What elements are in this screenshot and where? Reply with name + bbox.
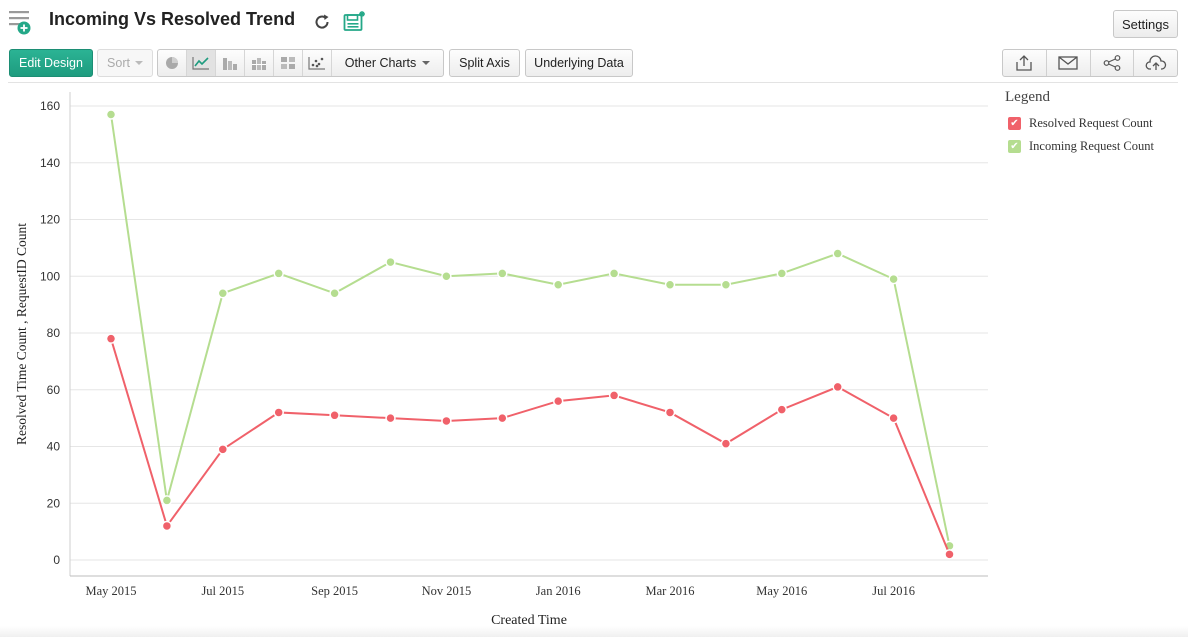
settings-button[interactable]: Settings bbox=[1113, 10, 1178, 38]
bottom-fade bbox=[0, 626, 1188, 637]
other-charts-dropdown[interactable]: Other Charts bbox=[332, 50, 443, 76]
legend-item-label: Incoming Request Count bbox=[1029, 139, 1154, 153]
chart-legend: Legend ✔ Resolved Request Count ✔ Incomi… bbox=[1005, 89, 1154, 158]
legend-title: Legend bbox=[1005, 89, 1050, 105]
data-point[interactable] bbox=[217, 444, 229, 455]
underlying-data-button[interactable]: Underlying Data bbox=[525, 49, 633, 77]
menu-add-icon[interactable] bbox=[8, 8, 34, 36]
check-icon[interactable]: ✔ bbox=[1008, 117, 1021, 130]
y-tick-label: 60 bbox=[47, 383, 61, 397]
data-point[interactable] bbox=[720, 438, 732, 449]
legend-item-incoming[interactable]: ✔ Incoming Request Count bbox=[1005, 135, 1154, 158]
data-point[interactable] bbox=[441, 271, 452, 282]
grouped-chart-icon[interactable] bbox=[274, 50, 303, 76]
other-charts-label: Other Charts bbox=[344, 56, 417, 70]
data-point[interactable] bbox=[608, 268, 620, 279]
save-view-icon[interactable] bbox=[343, 10, 367, 32]
data-point[interactable] bbox=[552, 395, 564, 407]
data-point[interactable] bbox=[385, 412, 396, 424]
chart-axes bbox=[69, 92, 988, 577]
split-axis-button[interactable]: Split Axis bbox=[449, 49, 520, 77]
email-icon[interactable] bbox=[1047, 50, 1091, 76]
y-tick-label: 0 bbox=[53, 553, 60, 567]
x-tick-label: Jan 2016 bbox=[536, 584, 581, 598]
data-point[interactable] bbox=[217, 288, 229, 299]
y-tick-label: 20 bbox=[47, 496, 61, 510]
chevron-down-icon bbox=[134, 61, 143, 65]
legend-item-resolved[interactable]: ✔ Resolved Request Count bbox=[1005, 112, 1154, 135]
legend-item-label: Resolved Request Count bbox=[1029, 116, 1153, 130]
cloud-upload-icon[interactable] bbox=[1134, 50, 1177, 76]
data-point[interactable] bbox=[273, 407, 284, 418]
y-tick-label: 100 bbox=[40, 269, 60, 283]
data-point[interactable] bbox=[664, 279, 676, 291]
edit-design-button[interactable]: Edit Design bbox=[9, 49, 93, 77]
x-axis-label: Created Time bbox=[491, 613, 567, 628]
line-chart: 0 20 40 60 80 100 120 140 160 May 2015 Jul 2015 Se… bbox=[14, 92, 988, 628]
data-point[interactable] bbox=[832, 381, 843, 393]
y-tick-label: 40 bbox=[47, 440, 61, 454]
data-point[interactable] bbox=[105, 109, 117, 120]
data-point[interactable] bbox=[497, 268, 508, 279]
data-point[interactable] bbox=[720, 279, 732, 291]
data-point[interactable] bbox=[664, 407, 676, 418]
data-point[interactable] bbox=[888, 412, 899, 424]
x-tick-label: Jul 2016 bbox=[872, 584, 915, 598]
check-icon[interactable]: ✔ bbox=[1008, 140, 1021, 153]
data-point[interactable] bbox=[552, 279, 564, 291]
y-tick-label: 160 bbox=[40, 99, 60, 113]
data-point[interactable] bbox=[161, 520, 173, 532]
data-point[interactable] bbox=[497, 412, 508, 424]
data-point[interactable] bbox=[608, 390, 620, 401]
y-tick-label: 80 bbox=[47, 326, 61, 340]
x-tick-label: Mar 2016 bbox=[646, 584, 695, 598]
y-axis-ticks: 0 20 40 60 80 100 120 140 160 bbox=[40, 99, 60, 567]
bar-chart-icon[interactable] bbox=[216, 50, 245, 76]
data-point[interactable] bbox=[776, 404, 788, 415]
x-tick-label: May 2015 bbox=[85, 584, 136, 598]
data-point[interactable] bbox=[329, 410, 340, 421]
sort-label: Sort bbox=[107, 56, 130, 70]
refresh-icon[interactable] bbox=[312, 12, 332, 32]
data-point[interactable] bbox=[832, 248, 843, 259]
data-point[interactable] bbox=[105, 333, 117, 344]
chart-toolbar: Edit Design Sort Other Charts Split Axis… bbox=[0, 48, 1188, 80]
data-point[interactable] bbox=[161, 495, 173, 506]
chart-gridlines bbox=[70, 105, 988, 561]
y-tick-label: 120 bbox=[40, 213, 60, 227]
series-line bbox=[110, 338, 951, 555]
chart-type-switcher: Other Charts bbox=[157, 49, 444, 77]
data-point[interactable] bbox=[776, 268, 788, 279]
scatter-chart-icon[interactable] bbox=[303, 50, 332, 76]
y-tick-label: 140 bbox=[40, 156, 60, 170]
x-tick-label: May 2016 bbox=[756, 584, 807, 598]
chart-series bbox=[105, 109, 955, 560]
sort-button[interactable]: Sort bbox=[97, 49, 153, 77]
toolbar-divider bbox=[8, 82, 1178, 83]
stacked-bar-chart-icon[interactable] bbox=[245, 50, 274, 76]
x-tick-label: Sep 2015 bbox=[311, 584, 358, 598]
x-tick-label: Nov 2015 bbox=[422, 584, 472, 598]
export-actions bbox=[1002, 49, 1178, 77]
series-line bbox=[110, 114, 951, 547]
x-axis-ticks: May 2015 Jul 2015 Sep 2015 Nov 2015 Jan 2016… bbox=[85, 584, 914, 598]
data-point[interactable] bbox=[888, 273, 899, 285]
data-point[interactable] bbox=[385, 256, 396, 268]
y-axis-label: Resolved Time Count , RequestID Count bbox=[14, 223, 29, 445]
share-icon[interactable] bbox=[1091, 50, 1135, 76]
export-icon[interactable] bbox=[1003, 50, 1047, 76]
page-title: Incoming Vs Resolved Trend bbox=[49, 9, 296, 29]
chevron-down-icon bbox=[422, 61, 431, 65]
pie-chart-icon[interactable] bbox=[158, 50, 187, 76]
x-tick-label: Jul 2015 bbox=[201, 584, 244, 598]
report-header: Incoming Vs Resolved Trend Settings bbox=[0, 0, 1188, 44]
data-point[interactable] bbox=[329, 288, 340, 299]
data-point[interactable] bbox=[441, 415, 452, 427]
line-chart-icon[interactable] bbox=[187, 50, 216, 76]
data-point[interactable] bbox=[944, 549, 955, 560]
data-point[interactable] bbox=[273, 268, 284, 279]
